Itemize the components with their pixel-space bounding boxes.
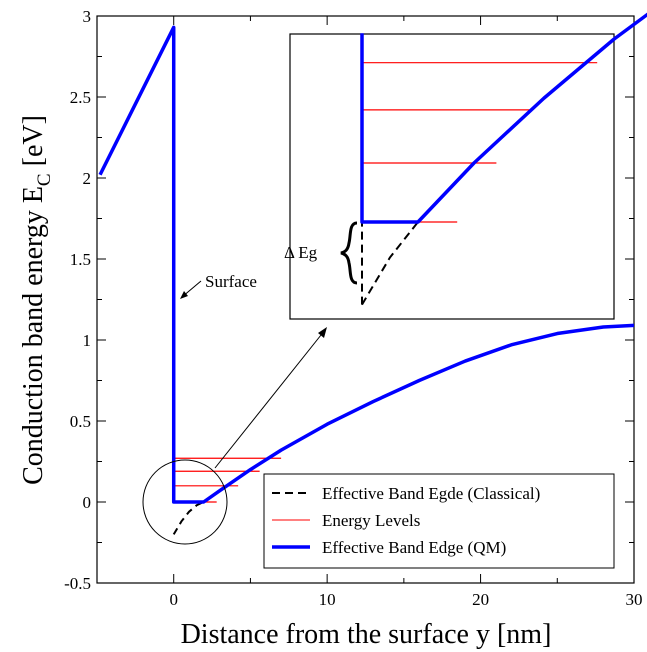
surface-arrowhead <box>180 291 188 299</box>
y-tick-label: 2 <box>83 169 92 188</box>
y-tick-label: 0.5 <box>70 412 91 431</box>
y-axis-label-sub: C <box>34 173 55 186</box>
delta-eg-label: Δ Eg <box>284 243 318 262</box>
inset-classical-line <box>361 221 419 306</box>
zoom-arrow <box>214 329 326 469</box>
legend-label-qm: Effective Band Edge (QM) <box>322 538 506 557</box>
surface-annotation: Surface <box>205 272 257 291</box>
y-tick-label: -0.5 <box>64 574 91 593</box>
zoom-circle <box>142 459 228 545</box>
legend-box <box>263 473 615 569</box>
x-tick-label: 10 <box>319 590 336 609</box>
y-tick-label: 3 <box>83 7 92 26</box>
y-tick-label: 2.5 <box>70 88 91 107</box>
qm-band-edge-line <box>98 25 635 504</box>
y-axis-label: Conduction band energy EC [eV] <box>18 115 55 485</box>
delta-eg-brace <box>340 221 358 285</box>
x-axis-label: Distance from the surface y [nm] <box>181 619 552 650</box>
inset-panel: Δ Eg <box>284 12 647 320</box>
axis-ticks: 0 10 20 30 -0.5 0 0.5 1 1.5 2 2.5 3 <box>64 7 642 609</box>
legend: Effective Band Egde (Classical) Energy L… <box>263 473 615 569</box>
legend-label-classical: Effective Band Egde (Classical) <box>322 484 540 503</box>
y-tick-label: 1 <box>83 331 92 350</box>
classical-band-edge-line <box>172 501 205 535</box>
inset-frame <box>289 33 615 320</box>
inset-series <box>360 12 647 306</box>
y-axis-label-main: Conduction band energy E <box>18 186 49 485</box>
x-tick-label: 30 <box>626 590 643 609</box>
legend-label-levels: Energy Levels <box>322 511 420 530</box>
x-tick-label: 0 <box>169 590 178 609</box>
inset-qm-line <box>360 12 647 224</box>
y-axis-label-unit: [eV] <box>18 115 49 173</box>
y-tick-label: 1.5 <box>70 250 91 269</box>
x-tick-label: 20 <box>472 590 489 609</box>
series-layer <box>98 25 635 535</box>
zoom-arrowhead <box>318 327 327 338</box>
y-tick-label: 0 <box>83 493 92 512</box>
